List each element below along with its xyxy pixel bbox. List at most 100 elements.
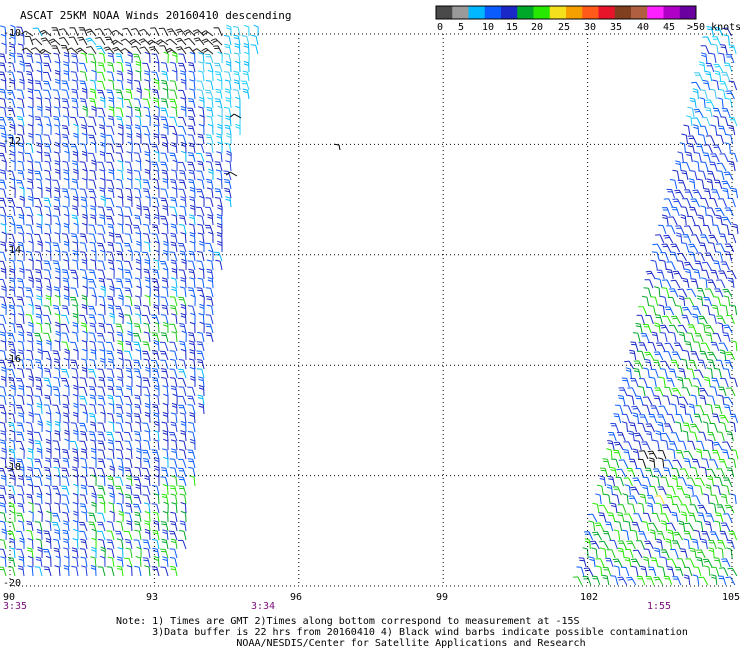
wind-barb <box>116 259 124 271</box>
wind-barb <box>652 468 663 478</box>
wind-barb <box>620 566 630 577</box>
wind-barb <box>17 43 25 55</box>
wind-barb <box>606 549 616 559</box>
wind-barb <box>46 357 52 369</box>
wind-barb <box>686 477 696 487</box>
wind-barb <box>721 558 731 568</box>
wind-barb <box>654 314 663 325</box>
wind-barb <box>188 250 196 262</box>
wind-barb <box>25 368 34 379</box>
wind-barb <box>7 521 16 532</box>
wind-barb <box>693 566 702 577</box>
wind-barb <box>680 504 690 514</box>
wind-barb <box>34 395 43 406</box>
wind-barb <box>54 160 61 172</box>
wind-barb <box>7 233 16 244</box>
wind-barb <box>117 132 124 145</box>
wind-barb <box>216 151 223 163</box>
wind-barb <box>142 377 151 388</box>
wind-barb <box>30 38 43 46</box>
wind-barb <box>35 556 43 568</box>
wind-barb <box>98 115 106 127</box>
wind-barb <box>151 197 160 208</box>
wind-barb <box>163 501 169 514</box>
wind-barb <box>125 502 133 514</box>
wind-barb <box>169 152 178 163</box>
wind-barb <box>97 521 106 532</box>
wind-barb <box>669 251 678 262</box>
wind-barb <box>707 395 716 406</box>
wind-barb <box>63 52 70 64</box>
wind-barb <box>617 504 627 514</box>
wind-barb <box>111 29 124 37</box>
wind-barb <box>712 441 723 451</box>
wind-barb <box>709 161 718 172</box>
wind-barb <box>89 79 97 91</box>
wind-barb <box>97 233 106 244</box>
wind-barb <box>46 339 52 351</box>
wind-barb <box>665 538 672 550</box>
wind-barb <box>627 503 636 514</box>
wind-barb <box>709 422 718 433</box>
wind-barb <box>126 105 133 118</box>
wind-barb <box>153 150 160 163</box>
wind-barb <box>81 511 88 523</box>
wind-barb <box>62 160 70 172</box>
wind-barb <box>72 492 79 505</box>
wind-barb <box>162 402 169 415</box>
wind-barb <box>690 351 700 361</box>
wind-barb <box>54 61 61 73</box>
wind-barb <box>37 123 43 136</box>
wind-barb <box>189 475 196 487</box>
wind-barb <box>151 566 160 577</box>
wind-barb <box>82 348 88 361</box>
wind-barb <box>710 153 720 163</box>
wind-barb <box>88 377 97 388</box>
wind-barb <box>97 458 106 469</box>
wind-barb <box>692 378 702 388</box>
wind-barb <box>135 61 142 73</box>
wind-barb <box>711 566 720 577</box>
wind-barb <box>135 267 142 280</box>
wind-barb <box>692 189 703 199</box>
wind-barb <box>73 402 79 414</box>
wind-barb <box>25 296 34 307</box>
wind-barb <box>168 125 178 136</box>
wind-barb <box>719 414 730 424</box>
wind-barb <box>82 213 88 226</box>
wind-barb <box>163 438 169 451</box>
wind-barb <box>52 512 61 523</box>
wind-barb <box>650 368 659 379</box>
wind-barb <box>170 412 178 424</box>
wind-barb <box>133 53 142 64</box>
wind-barb <box>717 540 726 550</box>
wind-barb <box>28 303 34 316</box>
wind-barb <box>704 520 713 532</box>
wind-barb <box>145 195 151 207</box>
wind-barb <box>54 232 61 244</box>
wind-barb <box>97 206 106 217</box>
wind-barb <box>172 159 178 172</box>
wind-barb <box>52 179 61 190</box>
wind-barb <box>36 69 43 82</box>
wind-barb <box>198 106 205 118</box>
wind-barb <box>8 322 16 334</box>
wind-barb <box>160 197 169 208</box>
wind-barb <box>0 485 7 496</box>
wind-barb <box>674 566 684 577</box>
wind-barb <box>27 88 34 100</box>
wind-barb <box>201 30 214 37</box>
wind-barb <box>127 141 133 154</box>
wind-barb <box>196 260 205 271</box>
wind-barb <box>696 295 704 307</box>
wind-barb <box>170 511 178 523</box>
wind-barb <box>680 214 687 226</box>
wind-barb <box>43 152 52 163</box>
wind-barb <box>10 348 16 361</box>
wind-barb <box>635 322 643 334</box>
wind-barb <box>151 332 160 343</box>
wind-barb <box>80 124 88 136</box>
wind-barb <box>189 366 196 379</box>
wind-barb <box>179 520 187 532</box>
wind-barb <box>168 431 178 442</box>
